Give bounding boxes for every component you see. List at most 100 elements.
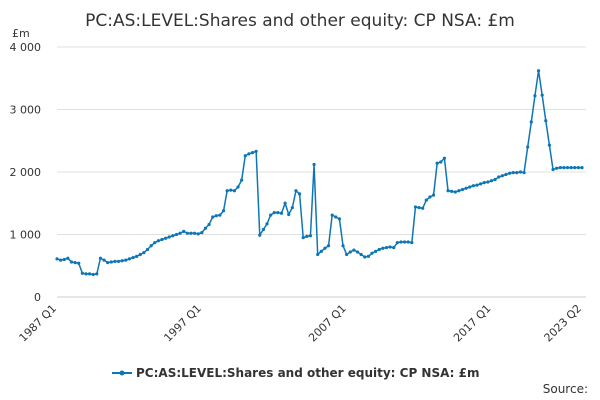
point xyxy=(73,261,77,265)
point xyxy=(185,231,189,235)
point xyxy=(399,240,403,244)
point xyxy=(442,156,447,160)
point xyxy=(265,222,269,226)
point xyxy=(182,229,186,233)
point xyxy=(366,254,370,258)
point xyxy=(240,178,244,182)
point xyxy=(207,222,211,227)
point xyxy=(297,192,302,196)
point xyxy=(308,234,313,238)
point xyxy=(211,215,215,219)
point xyxy=(450,189,454,193)
point xyxy=(402,240,407,244)
point xyxy=(261,227,265,232)
point xyxy=(355,250,360,254)
point xyxy=(334,215,338,219)
point xyxy=(435,161,439,165)
point xyxy=(500,174,504,178)
point xyxy=(69,260,74,264)
legend-marker xyxy=(119,370,125,376)
point xyxy=(276,211,280,215)
point xyxy=(504,172,508,177)
point xyxy=(497,175,501,179)
point xyxy=(62,257,66,262)
point xyxy=(377,247,381,252)
point xyxy=(359,252,363,257)
point xyxy=(160,237,164,242)
point xyxy=(395,241,399,245)
point xyxy=(135,254,139,258)
point xyxy=(91,272,95,277)
point xyxy=(196,232,200,236)
point xyxy=(305,234,309,238)
point xyxy=(258,233,262,237)
point xyxy=(214,214,218,218)
point xyxy=(192,231,197,235)
point xyxy=(95,272,99,276)
point xyxy=(77,261,81,265)
series-line xyxy=(56,70,582,276)
point xyxy=(120,259,124,263)
y-tick-label: 2 000 xyxy=(10,166,42,179)
y-tick-label: 4 000 xyxy=(10,41,42,54)
point xyxy=(164,236,168,240)
x-tick-label: 2007 Q1 xyxy=(306,302,349,345)
point xyxy=(507,171,512,175)
point xyxy=(167,235,171,239)
x-tick-label: 2023 Q2 xyxy=(542,302,585,345)
point xyxy=(406,240,410,244)
point xyxy=(428,195,432,199)
point xyxy=(337,217,342,221)
point xyxy=(221,209,226,213)
point xyxy=(269,213,273,217)
point xyxy=(533,94,537,98)
point xyxy=(236,185,240,189)
point xyxy=(573,166,577,170)
point xyxy=(59,258,63,262)
point xyxy=(384,246,389,250)
point xyxy=(348,250,352,254)
point xyxy=(486,180,490,184)
point xyxy=(374,249,378,253)
point xyxy=(218,213,222,217)
point xyxy=(421,206,425,210)
point xyxy=(247,152,251,156)
point xyxy=(555,166,559,170)
point xyxy=(330,213,334,217)
point xyxy=(156,239,160,243)
point xyxy=(381,246,385,250)
point xyxy=(80,271,84,275)
point xyxy=(526,145,530,149)
point xyxy=(413,205,418,209)
point xyxy=(576,166,580,170)
point xyxy=(203,226,208,230)
point xyxy=(326,244,331,248)
legend-label: PC:AS:LEVEL:Shares and other equity: CP … xyxy=(136,366,479,380)
point xyxy=(468,185,472,189)
point xyxy=(229,188,233,192)
point xyxy=(232,189,237,193)
point xyxy=(580,166,584,170)
y-tick-label: 1 000 xyxy=(10,229,42,242)
source: Source: xyxy=(543,382,588,396)
point xyxy=(171,234,175,238)
point xyxy=(515,171,519,175)
point xyxy=(316,252,320,257)
point xyxy=(127,257,132,261)
point xyxy=(200,231,204,235)
point xyxy=(518,170,523,174)
point xyxy=(250,151,255,155)
point xyxy=(431,193,436,197)
point xyxy=(178,231,182,235)
point xyxy=(392,246,396,250)
point xyxy=(98,256,103,260)
point xyxy=(149,244,153,248)
point xyxy=(116,259,121,263)
point xyxy=(189,231,193,235)
point xyxy=(540,93,544,97)
point xyxy=(279,211,284,215)
point xyxy=(142,251,146,255)
point xyxy=(424,198,428,202)
point xyxy=(153,241,157,245)
